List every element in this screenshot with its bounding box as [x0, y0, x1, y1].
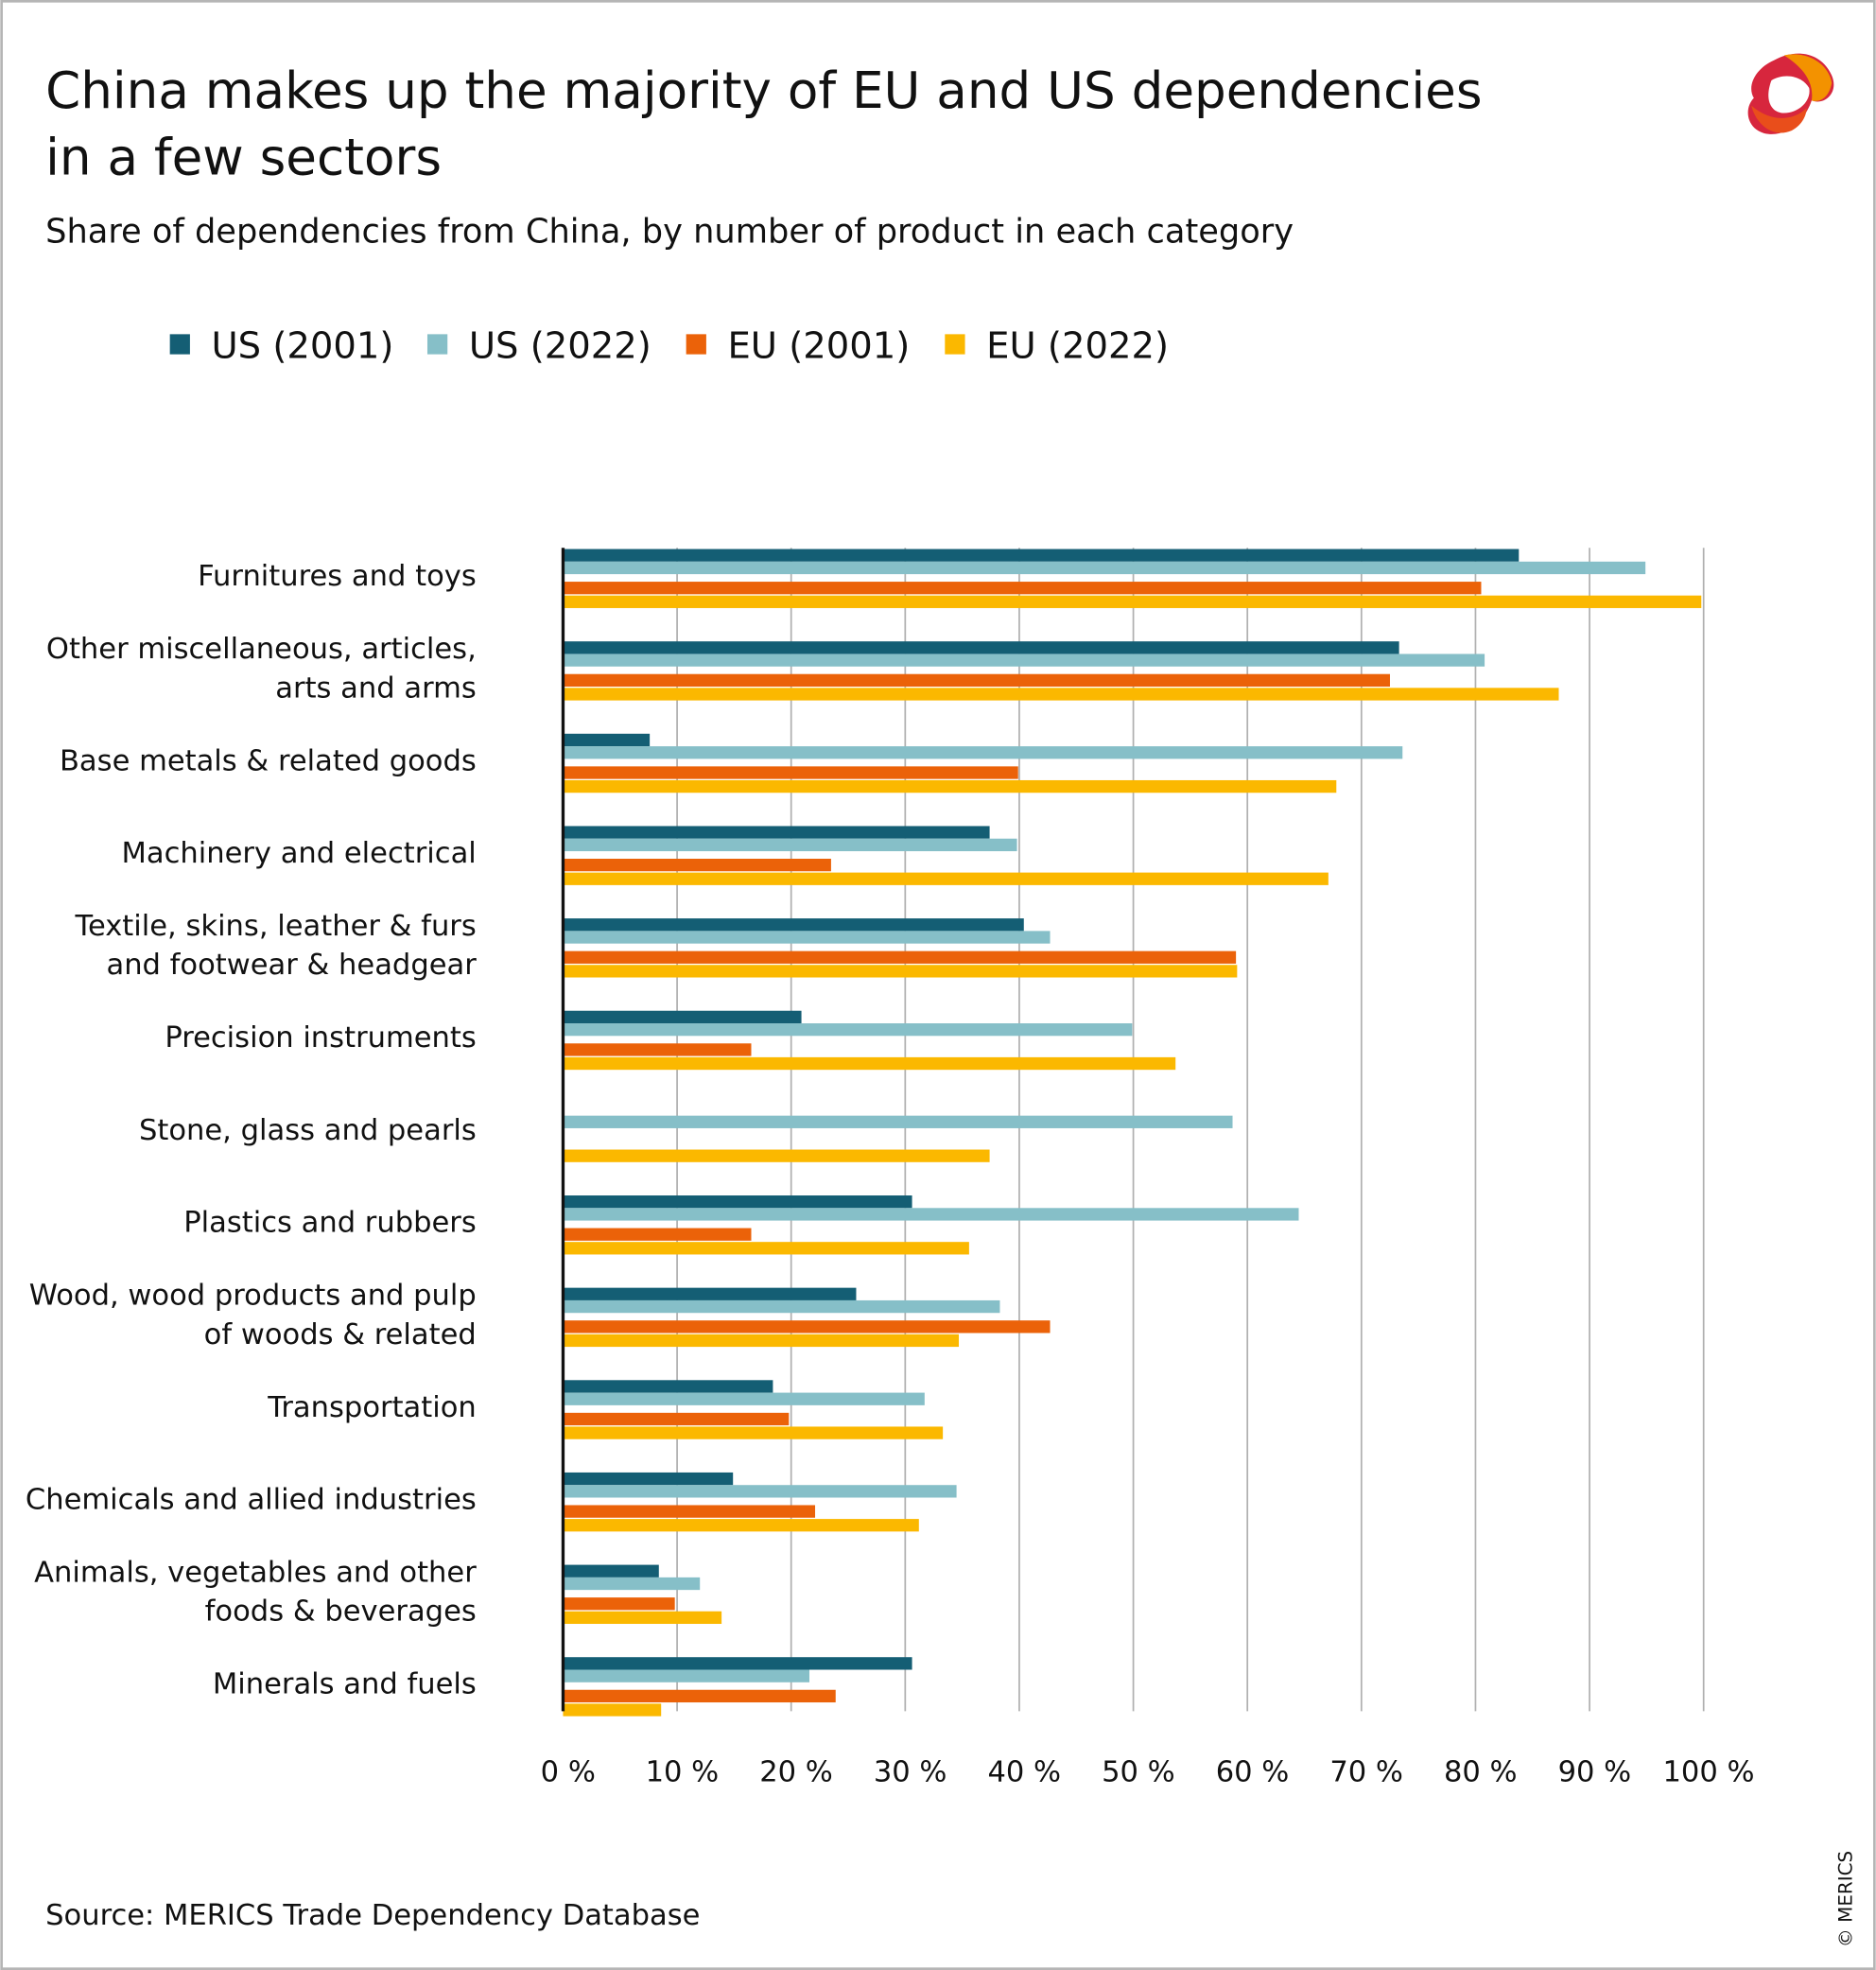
legend-swatch — [426, 334, 448, 355]
bar — [563, 826, 990, 839]
x-tick-label: 10 % — [646, 1756, 720, 1789]
x-tick-label: 20 % — [759, 1756, 833, 1789]
bar — [563, 688, 1559, 701]
category-label: arts and arms — [275, 671, 476, 705]
category-label: Chemicals and allied industries — [26, 1483, 477, 1516]
bar — [563, 654, 1485, 667]
bar — [563, 1519, 919, 1532]
merics-logo — [1747, 53, 1834, 134]
legend-label: US (2001) — [211, 325, 393, 368]
bar — [563, 1485, 957, 1498]
bar — [563, 549, 1520, 562]
bar — [563, 1115, 1233, 1128]
bar — [563, 1426, 944, 1439]
bar — [563, 746, 1403, 759]
bar — [563, 838, 1017, 852]
bar — [563, 1299, 1000, 1314]
bar — [563, 779, 1337, 793]
bar — [563, 1023, 1133, 1037]
category-label: Plastics and rubbers — [183, 1207, 477, 1240]
x-tick-label: 40 % — [987, 1756, 1061, 1789]
bar — [563, 1242, 969, 1255]
category-label: Furnitures and toys — [198, 560, 477, 593]
bar — [563, 1611, 722, 1625]
category-label: of woods & related — [204, 1318, 477, 1351]
bar — [563, 582, 1482, 595]
x-tick-label: 30 % — [874, 1756, 947, 1789]
bar — [563, 1320, 1051, 1334]
bar — [563, 1689, 836, 1703]
bar — [563, 595, 1702, 608]
bar — [563, 931, 1051, 944]
bar — [563, 1669, 810, 1682]
bar — [563, 1056, 1176, 1071]
category-label: Other miscellaneous, articles, — [46, 633, 477, 666]
bar — [563, 858, 831, 872]
bar — [563, 1392, 925, 1405]
legend-label: EU (2001) — [727, 325, 910, 368]
legend-label: EU (2022) — [986, 325, 1169, 368]
category-label: Textile, skins, leather & furs — [75, 910, 477, 943]
category-label: Animals, vegetables and other — [34, 1557, 477, 1590]
category-labels: Furnitures and toys Other miscellaneous, … — [26, 560, 477, 1701]
x-tick-label: 80 % — [1444, 1756, 1518, 1789]
category-label: foods & beverages — [205, 1595, 477, 1629]
x-tick-label: 70 % — [1329, 1756, 1403, 1789]
bar — [563, 766, 1018, 779]
bar — [563, 1412, 790, 1426]
chart-title-line-2: in a few sectors — [45, 129, 442, 187]
x-tick-labels: 0 % 10 % 20 % 30 % 40 % 50 % 60 % 70 % 80 % 90 % 1… — [541, 1756, 1755, 1789]
category-label: Stone, glass and pearls — [139, 1114, 477, 1147]
legend-swatch — [169, 334, 190, 355]
bar — [563, 1149, 990, 1162]
bar — [563, 641, 1399, 654]
bar — [563, 1228, 752, 1241]
category-label: and footwear & headgear — [106, 949, 477, 982]
bar — [563, 1195, 912, 1209]
bar — [563, 1703, 662, 1717]
bar — [563, 561, 1646, 575]
legend-label: US (2022) — [469, 325, 651, 368]
copyright: © MERICS — [1834, 1851, 1856, 1947]
x-tick-label: 50 % — [1102, 1756, 1175, 1789]
bar — [563, 733, 651, 747]
bar — [563, 1577, 701, 1591]
category-label: Precision instruments — [165, 1021, 476, 1055]
bar — [563, 1334, 960, 1348]
legend-swatch — [686, 334, 706, 355]
category-label: Base metals & related goods — [60, 744, 477, 777]
bar — [563, 1657, 912, 1670]
x-tick-label: 0 % — [541, 1756, 596, 1789]
source-note: Source: MERICS Trade Dependency Database — [45, 1899, 700, 1932]
x-tick-label: 60 % — [1216, 1756, 1290, 1789]
bar — [563, 1380, 773, 1393]
bar — [563, 1043, 752, 1056]
bar — [563, 918, 1024, 932]
bars — [563, 549, 1702, 1717]
bar — [563, 1564, 659, 1578]
bar — [563, 965, 1238, 978]
bar — [563, 1505, 816, 1518]
bar — [563, 1287, 857, 1300]
bar — [563, 1597, 675, 1611]
x-tick-label: 90 % — [1558, 1756, 1632, 1789]
category-label: Transportation — [267, 1391, 477, 1424]
legend: US (2001) US (2022) EU (2001) EU (2022) — [169, 325, 1169, 368]
category-label: Minerals and fuels — [213, 1668, 477, 1701]
bar — [563, 950, 1237, 964]
chart-title-line-1: China makes up the majority of EU and US… — [45, 61, 1482, 120]
bar — [563, 673, 1390, 687]
x-tick-label: 100 % — [1662, 1756, 1754, 1789]
legend-swatch — [945, 334, 965, 355]
bar — [563, 872, 1329, 885]
chart-subtitle: Share of dependencies from China, by num… — [45, 212, 1294, 251]
category-label: Wood, wood products and pulp — [29, 1280, 477, 1313]
bar — [563, 1010, 802, 1024]
bar — [563, 1208, 1299, 1221]
bar — [563, 1472, 734, 1486]
category-label: Machinery and electrical — [121, 837, 476, 870]
